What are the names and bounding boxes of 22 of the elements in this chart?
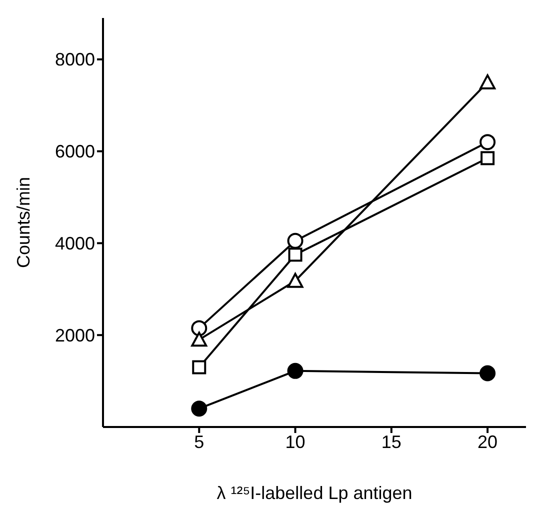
point: [192, 360, 206, 374]
point: [480, 151, 495, 166]
point: [480, 74, 496, 90]
point: [191, 400, 208, 417]
point: [480, 365, 496, 382]
x-axis-title: λ ¹²⁵I-labelled Lp antigen: [216, 483, 412, 503]
y-tick-label: 4000: [54, 234, 95, 254]
y-axis-title: Counts/min: [13, 176, 34, 268]
point: [287, 362, 304, 379]
x-tick-label: 5: [194, 432, 204, 452]
y-tick-label: 6000: [54, 142, 95, 162]
x-tick-label: 15: [381, 432, 402, 452]
point: [480, 134, 496, 150]
x-tick-label: 20: [478, 432, 498, 452]
point: [288, 248, 302, 262]
point: [191, 332, 208, 347]
x-tick-label: 10: [285, 432, 306, 452]
point: [287, 272, 304, 288]
y-tick-label: 2000: [54, 325, 95, 346]
point: [287, 232, 304, 249]
y-tick-label: 8000: [54, 50, 95, 70]
point: [191, 320, 208, 336]
